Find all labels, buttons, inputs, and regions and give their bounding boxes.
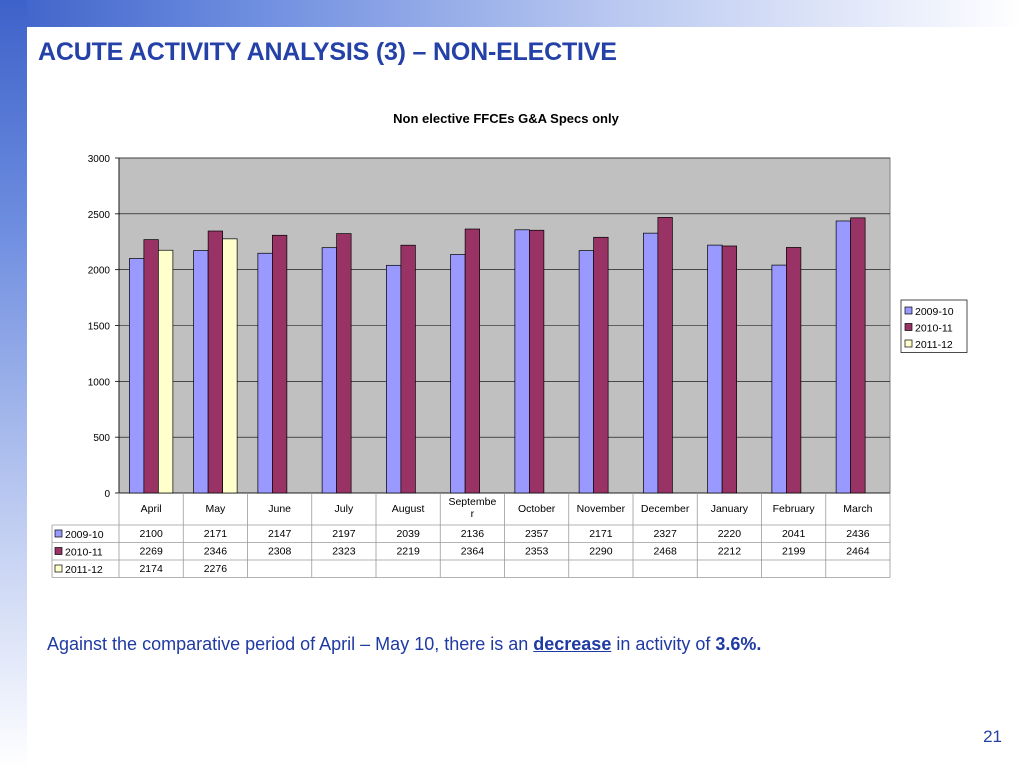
legend-label: 2011-12	[915, 339, 953, 351]
table-cell-value: 2171	[589, 528, 613, 540]
table-cell-value: 2171	[204, 528, 228, 540]
left-gradient-band	[0, 0, 27, 768]
legend-swatch	[904, 339, 913, 348]
category-label: March	[843, 503, 872, 515]
table-cell-value: 2136	[461, 528, 485, 540]
table-cell-value: 2147	[268, 528, 292, 540]
bar-2010-11-June	[272, 234, 288, 494]
bar-2010-11-January	[721, 245, 737, 494]
y-tick-label: 1500	[88, 322, 111, 333]
table-cell-value: 2353	[525, 546, 549, 558]
summary-caption: Against the comparative period of April …	[47, 634, 761, 655]
y-tick-label: 500	[93, 433, 110, 444]
y-tick-label: 2500	[88, 210, 111, 221]
table-series-label: 2009-10	[65, 529, 104, 541]
bar-2009-10-February	[771, 264, 787, 494]
table-cell-value: 2468	[653, 546, 677, 558]
category-label: November	[577, 503, 626, 515]
top-gradient-band	[0, 0, 1024, 27]
page-number: 21	[983, 727, 1002, 746]
y-tick-label: 0	[104, 489, 110, 500]
table-cell-value: 2269	[139, 546, 163, 558]
table-cell-value: 2220	[718, 528, 742, 540]
table-cell-value: 2212	[718, 546, 742, 558]
category-label-line1: Septembe	[448, 496, 496, 508]
category-label: December	[641, 503, 690, 515]
bar-2009-10-August	[386, 264, 402, 494]
table-cell-value: 2199	[782, 546, 806, 558]
bar-2009-10-September	[450, 254, 466, 494]
table-cell-value: 2041	[782, 528, 806, 540]
caption-prefix: Against the comparative period of April …	[47, 634, 534, 654]
bar-2010-11-November	[593, 236, 609, 494]
category-label: June	[268, 503, 291, 515]
table-cell-value: 2346	[204, 546, 228, 558]
table-cell-value: 2364	[461, 546, 485, 558]
bar-2009-10-November	[578, 250, 594, 494]
bar-2010-11-September	[464, 228, 480, 494]
table-cell-value: 2100	[139, 528, 163, 540]
table-cell-value: 2436	[846, 528, 870, 540]
table-cell-value: 2290	[589, 546, 613, 558]
category-label: July	[335, 503, 354, 515]
table-cell-value: 2276	[204, 563, 228, 575]
slide-title: ACUTE ACTIVITY ANALYSIS (3) – NON-ELECTI…	[38, 38, 617, 66]
bar-2009-10-April	[129, 258, 145, 494]
table-series-label: 2011-12	[65, 564, 103, 576]
category-label: January	[711, 503, 749, 515]
category-label: May	[205, 503, 226, 515]
category-label: April	[141, 503, 162, 515]
bar-2009-10-January	[707, 244, 723, 494]
table-cell-value: 2464	[846, 546, 870, 558]
bar-2010-11-July	[336, 233, 352, 494]
table-cell-value: 2357	[525, 528, 549, 540]
bar-2010-11-May	[207, 230, 223, 494]
bar-2009-10-June	[257, 252, 273, 494]
caption-keyword: decrease	[533, 634, 612, 654]
bar-2010-11-August	[400, 244, 416, 494]
table-series-label: 2010-11	[65, 547, 103, 559]
bar-2010-11-March	[850, 217, 866, 494]
table-cell-value: 2197	[332, 528, 356, 540]
bar-2009-10-October	[514, 229, 530, 494]
chart: Non elective FFCEs G&A Specs only 0 500 100…	[51, 111, 968, 578]
category-label-line2: r	[471, 508, 475, 520]
caption-value: 3.6%.	[715, 634, 762, 654]
y-tick-label: 2000	[88, 266, 111, 277]
bar-2010-11-April	[143, 239, 159, 494]
category-label: February	[773, 503, 816, 515]
category-label: October	[518, 503, 556, 515]
bar-2010-11-October	[529, 229, 545, 494]
bar-2011-12-April	[158, 249, 174, 494]
table-cell-value: 2327	[653, 528, 677, 540]
category-label: August	[392, 503, 425, 515]
bar-2010-11-February	[786, 247, 802, 494]
bar-2009-10-July	[321, 247, 337, 494]
legend-label: 2009-10	[915, 306, 954, 318]
bar-2009-10-March	[835, 220, 851, 494]
y-tick-label: 1000	[88, 377, 111, 388]
table-legend-key	[54, 547, 63, 555]
bar-2009-10-May	[193, 250, 209, 494]
y-tick-label: 3000	[88, 154, 111, 165]
chart-title: Non elective FFCEs G&A Specs only	[393, 111, 619, 126]
caption-middle: in activity of	[611, 634, 716, 654]
legend-swatch	[904, 306, 913, 315]
bar-2009-10-December	[643, 232, 659, 494]
table-legend-key	[54, 529, 63, 538]
table-cell-value: 2219	[396, 546, 420, 558]
table-cell-value: 2174	[139, 563, 163, 575]
legend-swatch	[904, 323, 913, 331]
table-legend-key	[54, 564, 63, 573]
bar-2010-11-December	[657, 217, 673, 494]
bar-2011-12-May	[222, 238, 238, 494]
table-cell-value: 2308	[268, 546, 292, 558]
table-cell-value: 2323	[332, 546, 356, 558]
table-cell-value: 2039	[396, 528, 420, 540]
legend-label: 2010-11	[915, 323, 953, 335]
